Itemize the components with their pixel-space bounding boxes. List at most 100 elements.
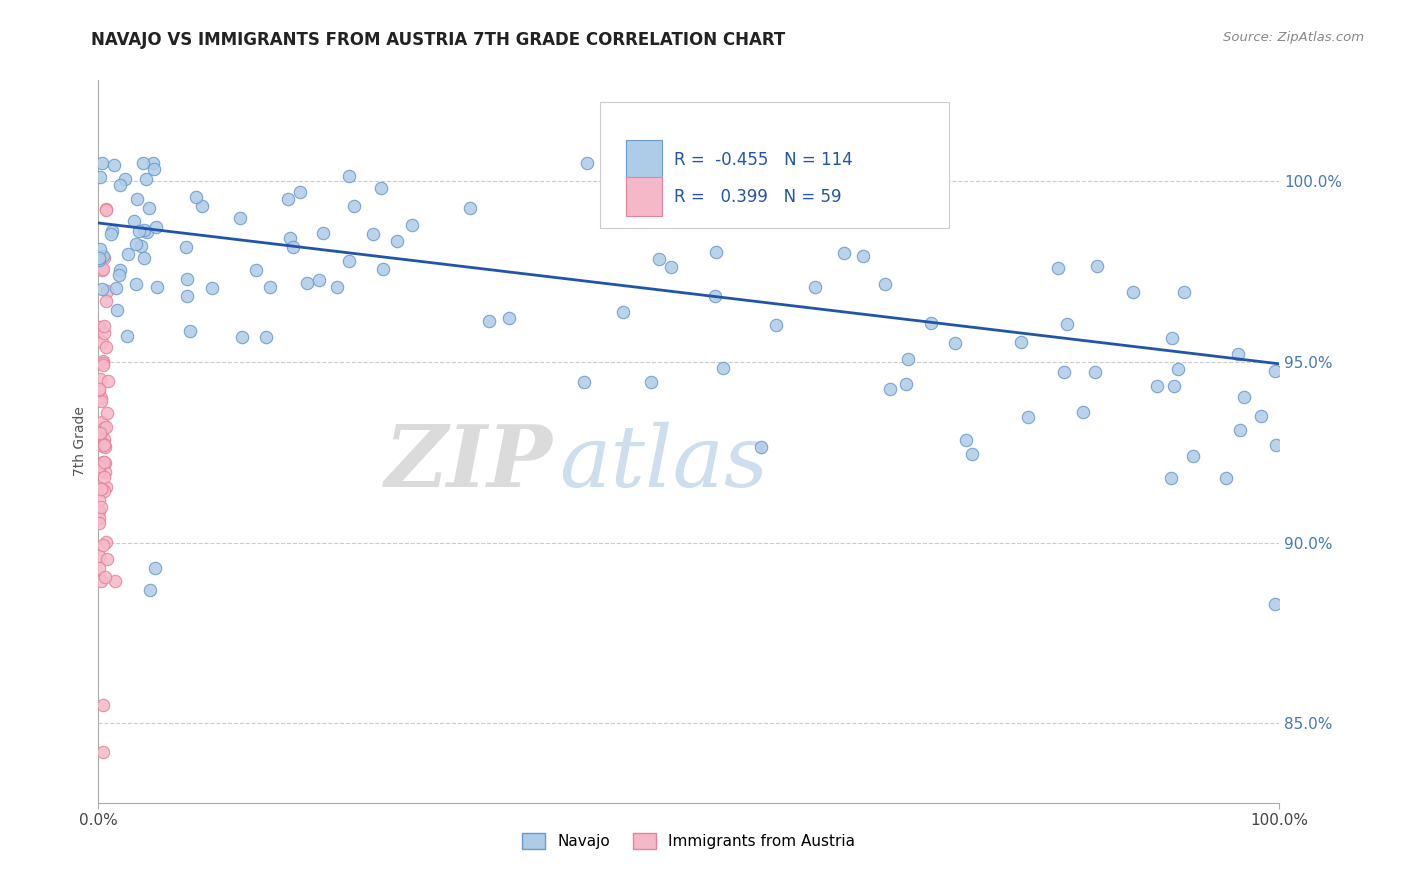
Point — [90, 416, 112, 430]
Point — [93, 432, 115, 446]
Point — [960, 447, 983, 461]
Point — [87, 464, 110, 478]
Text: R =   0.399   N = 59: R = 0.399 N = 59 — [673, 187, 841, 205]
Point — [105, 281, 128, 295]
Point — [288, 186, 311, 200]
Point — [125, 277, 148, 292]
Text: atlas: atlas — [560, 422, 768, 505]
Point — [145, 561, 167, 575]
Point — [90, 481, 112, 495]
Point — [134, 251, 156, 265]
Point — [89, 169, 111, 184]
Point — [101, 224, 124, 238]
Point — [612, 305, 634, 319]
Point — [142, 156, 165, 170]
Point — [749, 440, 772, 454]
Point — [89, 516, 111, 530]
Point — [943, 335, 966, 350]
Point — [91, 455, 114, 469]
Point — [131, 156, 153, 170]
Point — [343, 199, 366, 213]
Point — [94, 420, 117, 434]
Point — [94, 465, 117, 479]
Point — [1264, 438, 1286, 452]
Point — [1173, 285, 1195, 300]
Point — [93, 745, 115, 759]
Point — [1073, 405, 1095, 419]
Point — [96, 202, 118, 217]
Point — [124, 214, 146, 228]
Point — [184, 190, 207, 204]
Point — [337, 169, 360, 184]
Point — [129, 239, 152, 253]
Point — [94, 340, 117, 354]
Point — [91, 354, 114, 368]
Point — [87, 561, 110, 575]
Point — [326, 280, 349, 294]
Point — [228, 211, 250, 225]
Point — [93, 455, 115, 469]
Point — [1146, 379, 1168, 393]
Point — [401, 218, 423, 232]
Point — [1229, 424, 1251, 438]
Point — [804, 280, 827, 294]
Point — [93, 251, 115, 265]
Bar — [626, 177, 662, 217]
Point — [278, 230, 301, 244]
Point — [94, 293, 117, 308]
Point — [478, 314, 501, 328]
Point — [879, 383, 901, 397]
Point — [90, 392, 112, 406]
Point — [89, 319, 111, 334]
Point — [308, 272, 330, 286]
Point — [371, 261, 394, 276]
Point — [1182, 449, 1205, 463]
Point — [90, 282, 112, 296]
Point — [89, 504, 111, 518]
Point — [93, 326, 115, 340]
Point — [1160, 471, 1182, 485]
Point — [920, 316, 942, 330]
Point — [90, 574, 112, 588]
Point — [93, 436, 115, 450]
Point — [1227, 347, 1250, 361]
Point — [97, 374, 120, 388]
Point — [1084, 365, 1107, 379]
Point — [94, 535, 117, 549]
Point — [128, 224, 150, 238]
Point — [765, 318, 787, 333]
Point — [176, 272, 198, 286]
Point — [96, 552, 118, 566]
Point — [87, 382, 110, 396]
Point — [245, 263, 267, 277]
Point — [87, 252, 110, 267]
Point — [90, 500, 112, 515]
Point — [191, 199, 214, 213]
Text: ZIP: ZIP — [385, 421, 553, 505]
Point — [124, 236, 146, 251]
Point — [1017, 410, 1039, 425]
Point — [897, 351, 920, 366]
Point — [277, 192, 299, 206]
Point — [312, 227, 335, 241]
Point — [176, 289, 198, 303]
Point — [135, 172, 157, 186]
Point — [90, 250, 112, 264]
Point — [139, 582, 162, 597]
Point — [143, 161, 166, 176]
Point — [91, 156, 114, 170]
Point — [1233, 391, 1256, 405]
Point — [1010, 335, 1032, 350]
Point — [145, 219, 167, 234]
Point — [295, 276, 318, 290]
Point — [87, 252, 110, 266]
Point — [458, 201, 481, 215]
Point — [93, 421, 115, 435]
Point — [94, 440, 117, 454]
Point — [93, 570, 115, 584]
Point — [337, 254, 360, 268]
FancyBboxPatch shape — [600, 102, 949, 228]
Point — [134, 223, 156, 237]
Point — [873, 277, 896, 292]
Point — [1163, 379, 1185, 393]
